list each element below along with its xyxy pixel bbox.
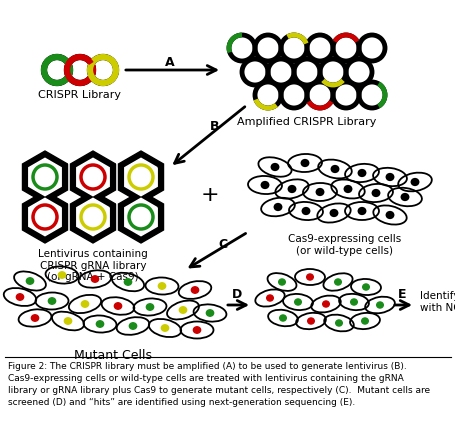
Text: Amplified CRISPR Library: Amplified CRISPR Library bbox=[237, 117, 376, 127]
Ellipse shape bbox=[16, 294, 24, 300]
Ellipse shape bbox=[146, 304, 153, 310]
Text: +: + bbox=[200, 185, 219, 205]
Text: Cas9-expressing cells
(or wild-type cells): Cas9-expressing cells (or wild-type cell… bbox=[288, 234, 401, 255]
Ellipse shape bbox=[302, 207, 309, 214]
Polygon shape bbox=[76, 198, 109, 236]
Ellipse shape bbox=[31, 315, 39, 321]
Text: Mutant Cells: Mutant Cells bbox=[74, 349, 152, 362]
Text: C: C bbox=[218, 239, 227, 251]
Polygon shape bbox=[22, 191, 67, 243]
Ellipse shape bbox=[58, 272, 66, 278]
Ellipse shape bbox=[273, 203, 281, 210]
Polygon shape bbox=[118, 191, 163, 243]
Polygon shape bbox=[71, 191, 115, 243]
Ellipse shape bbox=[161, 325, 168, 331]
Ellipse shape bbox=[371, 190, 379, 196]
Ellipse shape bbox=[96, 321, 103, 327]
Ellipse shape bbox=[278, 279, 285, 285]
Ellipse shape bbox=[124, 279, 131, 285]
Polygon shape bbox=[29, 158, 61, 196]
Ellipse shape bbox=[193, 327, 200, 333]
Ellipse shape bbox=[307, 318, 313, 324]
Ellipse shape bbox=[26, 278, 34, 284]
Ellipse shape bbox=[344, 186, 351, 192]
Ellipse shape bbox=[410, 178, 418, 186]
Ellipse shape bbox=[385, 211, 393, 218]
Polygon shape bbox=[76, 158, 109, 196]
Ellipse shape bbox=[266, 295, 273, 301]
Ellipse shape bbox=[362, 284, 369, 290]
Ellipse shape bbox=[158, 283, 165, 289]
Ellipse shape bbox=[334, 279, 340, 285]
Ellipse shape bbox=[322, 301, 329, 307]
Text: E: E bbox=[397, 288, 405, 302]
Ellipse shape bbox=[64, 318, 71, 324]
Ellipse shape bbox=[81, 301, 88, 307]
Polygon shape bbox=[71, 151, 115, 203]
Ellipse shape bbox=[261, 182, 268, 188]
Polygon shape bbox=[22, 151, 67, 203]
Text: B: B bbox=[210, 121, 219, 134]
Text: Lentivirus containing
CRISPR gRNA library
(or gRNA + Cas9): Lentivirus containing CRISPR gRNA librar… bbox=[38, 249, 147, 282]
Ellipse shape bbox=[271, 164, 278, 170]
Ellipse shape bbox=[279, 315, 286, 321]
Ellipse shape bbox=[358, 207, 365, 214]
Ellipse shape bbox=[350, 299, 357, 305]
Ellipse shape bbox=[329, 210, 337, 216]
Text: Identify “hits”
with NGS: Identify “hits” with NGS bbox=[419, 291, 455, 313]
Ellipse shape bbox=[316, 189, 323, 195]
Polygon shape bbox=[118, 151, 163, 203]
Ellipse shape bbox=[91, 276, 98, 282]
Ellipse shape bbox=[191, 287, 198, 293]
Polygon shape bbox=[29, 198, 61, 236]
Polygon shape bbox=[125, 158, 157, 196]
Text: CRISPR Library: CRISPR Library bbox=[38, 90, 121, 100]
Ellipse shape bbox=[330, 166, 338, 172]
Ellipse shape bbox=[361, 318, 368, 324]
Ellipse shape bbox=[206, 310, 213, 316]
Ellipse shape bbox=[294, 299, 301, 305]
Text: D: D bbox=[231, 288, 242, 302]
Ellipse shape bbox=[335, 320, 342, 326]
Ellipse shape bbox=[129, 323, 136, 329]
Ellipse shape bbox=[114, 303, 121, 309]
Ellipse shape bbox=[301, 160, 308, 166]
Ellipse shape bbox=[376, 302, 383, 308]
Polygon shape bbox=[125, 198, 157, 236]
Ellipse shape bbox=[48, 298, 56, 304]
Text: Figure 2: The CRISPR library must be amplified (A) to be used to generate lentiv: Figure 2: The CRISPR library must be amp… bbox=[8, 362, 429, 408]
Ellipse shape bbox=[358, 170, 365, 176]
Text: A: A bbox=[165, 57, 174, 69]
Ellipse shape bbox=[400, 194, 408, 200]
Ellipse shape bbox=[179, 307, 186, 313]
Ellipse shape bbox=[288, 186, 295, 192]
Ellipse shape bbox=[385, 174, 393, 180]
Ellipse shape bbox=[306, 274, 313, 280]
